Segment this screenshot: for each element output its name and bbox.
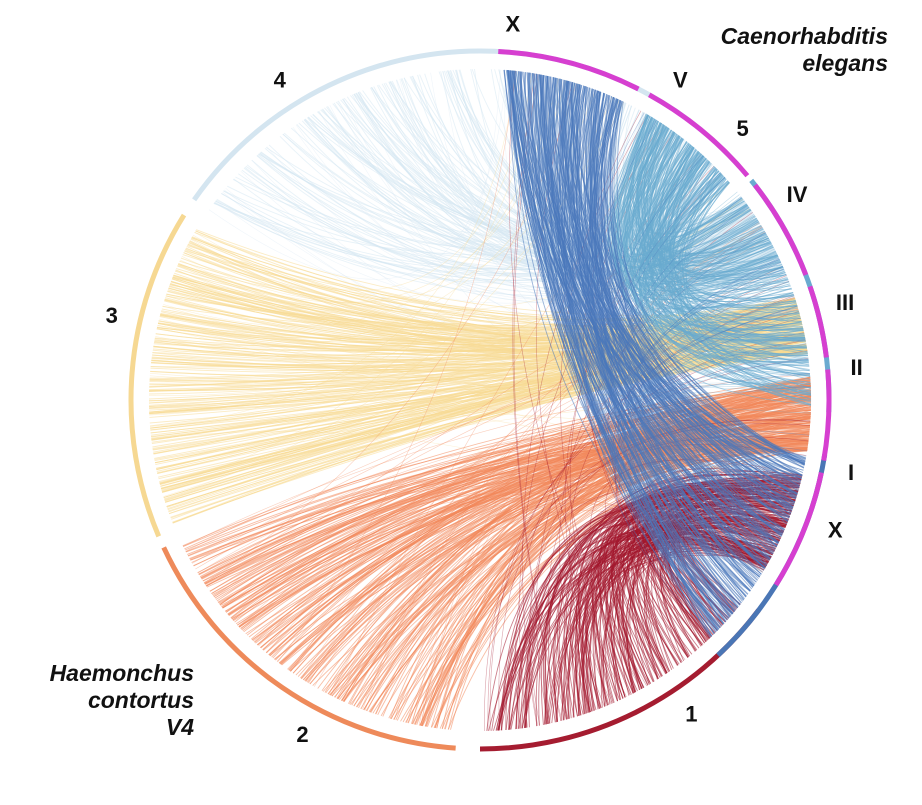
chr-label-contortus-4: 4 <box>274 67 287 92</box>
chr-label-contortus-5: 5 <box>736 116 748 141</box>
chr-label-elegans-V: V <box>673 67 688 92</box>
chr-label-elegans-II: II <box>850 355 862 380</box>
arc-elegans-V <box>647 92 750 178</box>
synteny-links <box>148 68 812 732</box>
chromosome-arcs <box>128 48 832 752</box>
arc-contortus-2 <box>161 546 456 751</box>
arc-elegans-II <box>821 369 832 462</box>
arc-elegans-X <box>498 48 640 92</box>
chr-label-contortus-3: 3 <box>106 303 118 328</box>
chr-label-contortus-2: 2 <box>296 722 308 747</box>
chr-label-elegans-I: I <box>848 460 854 485</box>
species-label-elegans: Caenorhabditis elegans <box>721 23 888 77</box>
arc-elegans-I <box>773 472 824 587</box>
chr-label-contortus-1: 1 <box>685 701 697 726</box>
species-contortus-line3: V4 <box>165 714 194 740</box>
link-bundle-X <box>503 69 811 639</box>
species-label-contortus: Haemonchus contortus V4 <box>18 660 194 741</box>
chr-label-elegans-X: X <box>506 11 521 36</box>
chr-label-elegans-IV: IV <box>787 182 808 207</box>
arc-elegans-III <box>807 285 829 358</box>
species-elegans-line2: elegans <box>802 50 888 76</box>
species-elegans-line1: Caenorhabditis <box>720 23 888 49</box>
species-contortus-line1: Haemonchus <box>49 660 194 686</box>
chr-label-elegans-III: III <box>836 290 854 315</box>
arc-elegans-IV <box>753 183 809 276</box>
chr-label-contortus-X: X <box>828 517 843 542</box>
arc-contortus-3 <box>128 213 187 538</box>
species-contortus-line2: contortus <box>87 687 194 713</box>
